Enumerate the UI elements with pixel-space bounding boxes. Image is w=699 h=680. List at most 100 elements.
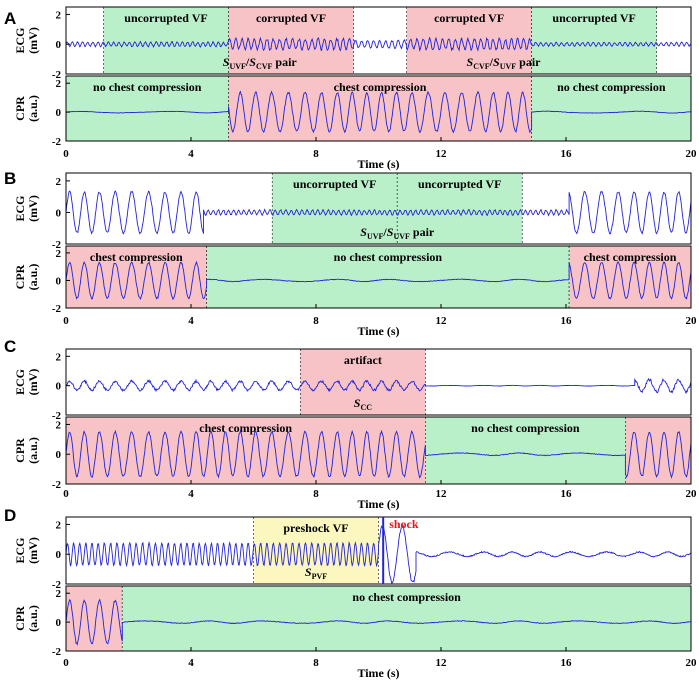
ecg-region-0 (103, 7, 229, 74)
cpr-ylabel: CPR(a.u.) (13, 264, 40, 291)
cpr-ytick-label: 2 (56, 588, 62, 600)
shock-label: shock (389, 517, 419, 531)
cpr-region-label: chest compression (334, 80, 427, 94)
ecg-ytick-label: 2 (56, 9, 62, 21)
cpr-ytick-label: 2 (56, 78, 62, 90)
xtick-label: 16 (561, 148, 573, 160)
segment-annotation: SUVF/SUVF pair (360, 225, 435, 241)
ecg-region-label: corrupted VF (256, 11, 326, 25)
cpr-signal-line (66, 598, 691, 646)
cpr-ylabel: CPR(a.u.) (13, 95, 40, 122)
cpr-ytick-label: 2 (56, 248, 62, 260)
xtick-label: 0 (63, 315, 69, 327)
xtick-label: 12 (436, 148, 448, 160)
ecg-ylabel: ECG(mV) (13, 27, 40, 54)
ecg-frame (65, 516, 692, 585)
cpr-region-1 (425, 417, 626, 484)
xtick-label: 8 (313, 657, 319, 669)
xtick-label: 4 (188, 315, 194, 327)
ecg-ytick-label: -2 (52, 69, 62, 81)
cpr-region-label: no chest compression (471, 421, 580, 435)
ecg-signal-line (66, 190, 691, 235)
ecg-ytick-label: 0 (56, 549, 62, 561)
cpr-frame (65, 75, 692, 142)
ecg-ytick-label: 0 (56, 207, 62, 219)
cpr-region-2 (531, 76, 691, 141)
ecg-ytick-label: 0 (56, 381, 62, 393)
segment-annotation: SCVF/SUVF pair (467, 55, 542, 71)
cpr-ytick-label: 0 (56, 449, 62, 461)
xtick-label: 4 (188, 657, 194, 669)
ecg-region-label: uncorrupted VF (124, 11, 207, 25)
segment-annotation: SUVF/SCVF pair (223, 55, 298, 71)
xtick-label: 16 (561, 657, 573, 669)
cpr-ylabel: CPR(a.u.) (13, 437, 40, 464)
ecg-region-label: uncorrupted VF (293, 177, 376, 191)
cpr-signal-line (66, 429, 691, 479)
ecg-region-0 (272, 173, 398, 244)
ecg-ytick-label: -2 (52, 579, 62, 591)
xtick-label: 20 (686, 488, 698, 500)
cpr-signal-line (66, 90, 691, 134)
ecg-region-label: preshock VF (283, 521, 348, 535)
ecg-ytick-label: 2 (56, 351, 62, 363)
x-axis-label: Time (s) (357, 497, 399, 511)
cpr-region-label: no chest compression (334, 250, 443, 264)
ecg-ylabel: ECG(mV) (13, 369, 40, 396)
ecg-signal-line (66, 377, 691, 395)
cpr-region-label: chest compression (584, 250, 677, 264)
xtick-label: 0 (63, 488, 69, 500)
xtick-label: 8 (313, 148, 319, 160)
x-axis-label: Time (s) (357, 324, 399, 338)
ecg-region-label: corrupted VF (434, 11, 504, 25)
ecg-region-label: artifact (344, 353, 382, 367)
xtick-label: 0 (63, 148, 69, 160)
panel-letter: A (4, 9, 16, 28)
segment-annotation: SPVF (305, 565, 327, 581)
cpr-region-label: no chest compression (352, 590, 461, 604)
cpr-region-0 (66, 586, 123, 651)
ecg-ytick-label: 2 (56, 176, 62, 188)
cpr-region-label: chest compression (199, 421, 292, 435)
ecg-signal-line (66, 524, 691, 584)
cpr-ytick-label: -2 (52, 303, 62, 315)
cpr-region-0 (66, 417, 426, 484)
x-axis-label: Time (s) (357, 157, 399, 171)
ecg-region-1 (397, 173, 523, 244)
x-axis-label: Time (s) (357, 666, 399, 680)
xtick-label: 4 (188, 488, 194, 500)
segment-annotation: SCC (354, 396, 372, 412)
xtick-label: 0 (63, 657, 69, 669)
ecg-region-3 (531, 7, 657, 74)
xtick-label: 4 (188, 148, 194, 160)
xtick-label: 20 (686, 315, 698, 327)
ecg-ytick-label: -2 (52, 410, 62, 422)
cpr-region-0 (66, 246, 207, 308)
cpr-region-1 (122, 586, 691, 651)
cpr-frame (65, 585, 692, 652)
cpr-region-label: no chest compression (93, 80, 202, 94)
xtick-label: 20 (686, 657, 698, 669)
xtick-label: 12 (436, 657, 448, 669)
ecg-region-label: uncorrupted VF (552, 11, 635, 25)
xtick-label: 8 (313, 488, 319, 500)
cpr-ytick-label: -2 (52, 479, 62, 491)
panel-letter: B (4, 169, 16, 188)
ecg-frame (65, 348, 692, 416)
xtick-label: 16 (561, 315, 573, 327)
cpr-ytick-label: -2 (52, 136, 62, 148)
cpr-ylabel: CPR(a.u.) (13, 605, 40, 632)
cpr-ytick-label: -2 (52, 646, 62, 658)
ecg-ylabel: ECG(mV) (13, 537, 40, 564)
ecg-frame (65, 172, 692, 245)
ecg-region-label: uncorrupted VF (418, 177, 501, 191)
ecg-signal-line (66, 36, 691, 52)
cpr-region-label: no chest compression (557, 80, 666, 94)
ecg-frame (65, 6, 692, 75)
cpr-ytick-label: 0 (56, 617, 62, 629)
cpr-ytick-label: 0 (56, 275, 62, 287)
